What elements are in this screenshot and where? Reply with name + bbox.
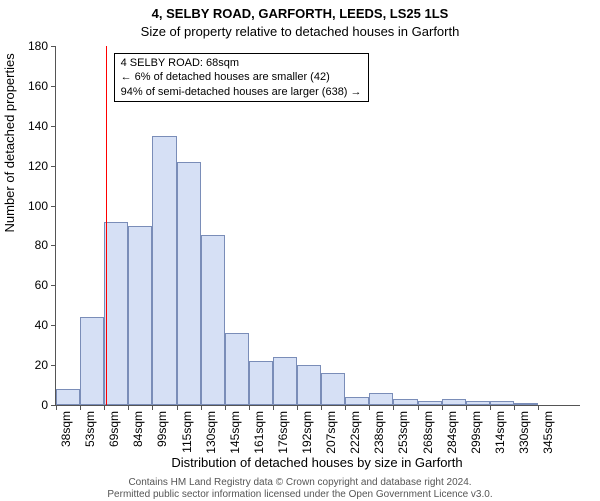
- histogram-bar: [418, 401, 442, 405]
- histogram-bar: [393, 399, 417, 405]
- x-tick: [297, 405, 298, 410]
- footer-line-2: Permitted public sector information lice…: [0, 489, 600, 501]
- x-tick-label: 314sqm: [493, 411, 507, 454]
- histogram-bar: [321, 373, 345, 405]
- histogram-bar: [273, 357, 297, 405]
- histogram-bar: [56, 389, 80, 405]
- x-tick: [201, 405, 202, 410]
- histogram-bar: [104, 222, 128, 405]
- x-tick: [442, 405, 443, 410]
- x-tick-label: 207sqm: [324, 411, 338, 454]
- histogram-bar: [80, 317, 104, 405]
- x-tick-label: 299sqm: [469, 411, 483, 454]
- x-tick-label: 115sqm: [180, 411, 194, 453]
- annotation-line-3: 94% of semi-detached houses are larger (…: [121, 85, 362, 99]
- x-tick-label: 130sqm: [204, 411, 218, 454]
- x-tick-label: 99sqm: [155, 411, 169, 447]
- y-tick: [51, 126, 56, 127]
- histogram-bar: [225, 333, 249, 405]
- x-tick-label: 53sqm: [83, 411, 97, 447]
- x-tick: [177, 405, 178, 410]
- y-tick-label: 100: [28, 199, 48, 213]
- x-tick-label: 161sqm: [252, 411, 266, 454]
- histogram-bar: [297, 365, 321, 405]
- y-tick-label: 180: [28, 39, 48, 53]
- annotation-line-2: ← 6% of detached houses are smaller (42): [121, 70, 362, 84]
- y-tick: [51, 166, 56, 167]
- y-tick: [51, 206, 56, 207]
- x-tick: [514, 405, 515, 410]
- y-tick-label: 80: [35, 238, 48, 252]
- annotation-box: 4 SELBY ROAD: 68sqm← 6% of detached hous…: [114, 53, 369, 102]
- x-tick-label: 222sqm: [348, 411, 362, 454]
- y-tick-label: 160: [28, 79, 48, 93]
- x-tick-label: 330sqm: [517, 411, 531, 454]
- x-tick-label: 69sqm: [107, 411, 121, 447]
- x-tick-label: 176sqm: [276, 411, 290, 454]
- y-tick-label: 20: [35, 358, 48, 372]
- y-tick: [51, 46, 56, 47]
- histogram-bar: [514, 403, 538, 405]
- subject-marker-line: [106, 46, 107, 405]
- histogram-bar: [177, 162, 201, 405]
- x-tick-label: 38sqm: [59, 411, 73, 447]
- histogram-bar: [249, 361, 273, 405]
- histogram-bar: [152, 136, 176, 405]
- x-tick: [128, 405, 129, 410]
- x-tick: [152, 405, 153, 410]
- x-tick-label: 238sqm: [372, 411, 386, 454]
- page-subtitle: Size of property relative to detached ho…: [0, 24, 600, 39]
- y-tick: [51, 245, 56, 246]
- y-tick: [51, 325, 56, 326]
- x-tick: [249, 405, 250, 410]
- x-tick: [538, 405, 539, 410]
- x-tick: [56, 405, 57, 410]
- x-tick: [273, 405, 274, 410]
- y-tick-label: 0: [41, 398, 48, 412]
- y-tick: [51, 86, 56, 87]
- x-tick-label: 268sqm: [421, 411, 435, 454]
- histogram-bar: [466, 401, 490, 405]
- y-tick: [51, 285, 56, 286]
- x-tick-label: 345sqm: [541, 411, 555, 454]
- annotation-line-1: 4 SELBY ROAD: 68sqm: [121, 56, 362, 70]
- histogram-bar: [128, 226, 152, 406]
- x-tick: [418, 405, 419, 410]
- x-tick: [393, 405, 394, 410]
- x-tick-label: 284sqm: [445, 411, 459, 454]
- x-tick-label: 192sqm: [300, 411, 314, 454]
- page-title: 4, SELBY ROAD, GARFORTH, LEEDS, LS25 1LS: [0, 6, 600, 21]
- y-tick: [51, 365, 56, 366]
- x-tick: [490, 405, 491, 410]
- x-tick: [104, 405, 105, 410]
- x-tick: [225, 405, 226, 410]
- plot-area: 02040608010012014016018038sqm53sqm69sqm8…: [55, 46, 580, 406]
- x-tick-label: 253sqm: [396, 411, 410, 454]
- footer-attribution: Contains HM Land Registry data © Crown c…: [0, 477, 600, 501]
- x-tick-label: 84sqm: [131, 411, 145, 447]
- x-tick: [80, 405, 81, 410]
- footer-line-1: Contains HM Land Registry data © Crown c…: [0, 477, 600, 489]
- x-tick: [345, 405, 346, 410]
- y-tick-label: 120: [28, 159, 48, 173]
- histogram-bar: [442, 399, 466, 405]
- y-tick-label: 60: [35, 278, 48, 292]
- histogram-bar: [201, 235, 225, 405]
- y-axis-label: Number of detached properties: [2, 53, 17, 232]
- x-tick-label: 145sqm: [228, 411, 242, 454]
- histogram-bar: [345, 397, 369, 405]
- histogram-bar: [369, 393, 393, 405]
- x-tick: [466, 405, 467, 410]
- histogram-bar: [490, 401, 514, 405]
- chart-container: 4, SELBY ROAD, GARFORTH, LEEDS, LS25 1LS…: [0, 0, 600, 500]
- x-tick: [321, 405, 322, 410]
- y-tick-label: 40: [35, 318, 48, 332]
- x-tick: [369, 405, 370, 410]
- x-axis-label: Distribution of detached houses by size …: [55, 455, 579, 470]
- y-tick-label: 140: [28, 119, 48, 133]
